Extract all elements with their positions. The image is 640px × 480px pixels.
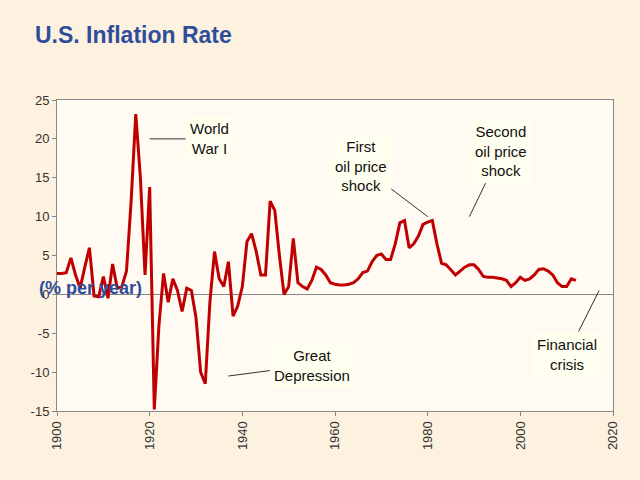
svg-text:Firstoil priceshock: Firstoil priceshock <box>335 138 387 194</box>
svg-text:1900: 1900 <box>49 421 64 450</box>
svg-text:15: 15 <box>35 170 49 185</box>
svg-text:1940: 1940 <box>235 421 250 450</box>
svg-text:20: 20 <box>35 131 49 146</box>
svg-text:Financialcrisis: Financialcrisis <box>537 336 597 373</box>
svg-text:2000: 2000 <box>513 421 528 450</box>
svg-text:1920: 1920 <box>142 421 157 450</box>
svg-text:GreatDepression: GreatDepression <box>274 347 350 384</box>
svg-text:25: 25 <box>35 93 49 108</box>
svg-text:2020: 2020 <box>605 421 620 450</box>
svg-text:1960: 1960 <box>327 421 342 450</box>
svg-text:-5: -5 <box>38 326 50 341</box>
svg-text:-15: -15 <box>31 404 50 419</box>
svg-text:5: 5 <box>42 248 49 263</box>
svg-text:1980: 1980 <box>420 421 435 450</box>
svg-text:U.S. Inflation Rate: U.S. Inflation Rate <box>35 22 232 48</box>
svg-text:WorldWar I: WorldWar I <box>190 120 229 157</box>
svg-text:0: 0 <box>42 287 49 302</box>
svg-text:-10: -10 <box>31 365 50 380</box>
svg-text:(% per year): (% per year) <box>39 278 142 298</box>
svg-text:Secondoil priceshock: Secondoil priceshock <box>475 123 527 179</box>
svg-text:10: 10 <box>35 209 49 224</box>
